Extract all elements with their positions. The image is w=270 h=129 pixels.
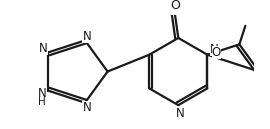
Text: O: O (212, 46, 221, 59)
Text: O: O (170, 0, 180, 12)
Text: N: N (176, 107, 184, 120)
Text: N: N (39, 42, 48, 55)
Text: N: N (38, 87, 47, 100)
Text: H: H (38, 97, 46, 107)
Text: N: N (210, 43, 219, 56)
Text: N: N (82, 101, 91, 114)
Text: N: N (82, 30, 91, 43)
